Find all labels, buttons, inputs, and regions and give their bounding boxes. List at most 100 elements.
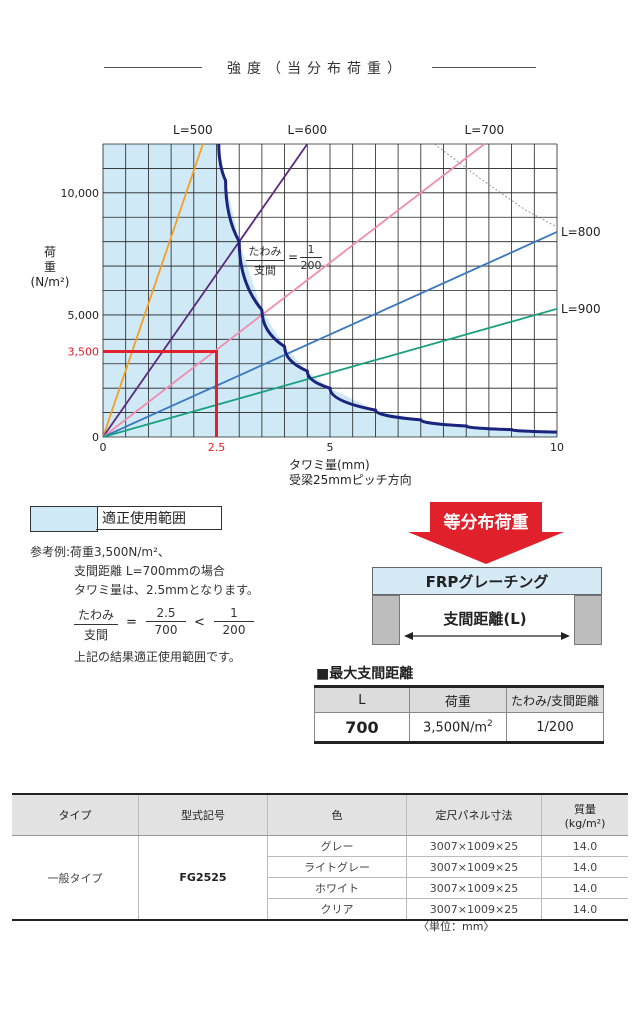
span-double-arrow-icon <box>404 632 570 640</box>
y-tick-label: 3,500 <box>68 346 100 359</box>
curve-annotation-den: 支間 <box>254 264 276 277</box>
spec-color-1: ライトグレー <box>267 856 407 878</box>
spec-header-size: 定尺パネル寸法 <box>406 793 542 836</box>
ref-frac1-num: たわみ <box>74 606 118 625</box>
spec-type-cell: 一般タイプ <box>12 835 139 921</box>
load-arrow-icon: 等分布荷重 <box>408 502 564 564</box>
max-span-ratio-value: 1/200 <box>506 712 604 744</box>
load-label: 等分布荷重 <box>444 512 529 533</box>
spec-weight-0: 14.0 <box>541 835 628 857</box>
ref-fraction-2: 2.5 700 <box>146 606 186 637</box>
ref-fraction-3: 1 200 <box>214 606 254 637</box>
grating-bar: FRPグレーチング <box>372 567 602 595</box>
ref-frac2-num: 2.5 <box>146 606 186 622</box>
series-line-l-900 <box>102 307 558 438</box>
ref-frac1-den: 支間 <box>83 628 108 642</box>
max-span-header-l: L <box>314 685 410 713</box>
ref-fraction-1: たわみ 支間 <box>74 606 118 643</box>
x-tick-label: 2.5 <box>208 441 226 454</box>
max-span-l-value: 700 <box>314 712 410 744</box>
limit-curve <box>217 143 558 434</box>
spec-color-0: グレー <box>267 835 407 857</box>
support-right <box>574 595 602 645</box>
spec-size-1: 3007×1009×25 <box>406 856 542 878</box>
series-line-l-600 <box>102 143 309 438</box>
max-span-table: L 荷重 たわみ/支間距離 700 3,500N/m2 1/200 <box>314 685 604 744</box>
example-highlight <box>103 350 218 437</box>
spec-size-0: 3007×1009×25 <box>406 835 542 857</box>
deflection-chart: L=500 L=600 L=700 L=800 L=900 0 3,500 5,000 10,0… <box>31 123 601 487</box>
reference-line-2: 支間距離 L=700mmの場合 <box>74 564 225 578</box>
curve-annotation-eq: = <box>288 250 299 264</box>
max-span-header-row: L 荷重 たわみ/支間距離 <box>314 685 604 713</box>
x-axis-label: タワミ量(mm) <box>289 458 370 472</box>
ref-frac3-den: 200 <box>222 623 246 637</box>
spec-size-2: 3007×1009×25 <box>406 877 542 899</box>
y-axis-label: 荷 <box>44 245 56 259</box>
spec-row-3: クリア 3007×1009×25 14.0 <box>12 898 628 921</box>
y-axis-label: 重 <box>44 260 56 274</box>
legend-label: 適正使用範囲 <box>96 506 222 530</box>
max-span-load-cell: 3,500N/m2 <box>408 712 508 744</box>
spec-color-3: クリア <box>267 898 407 921</box>
spec-model-cell: FG2525 <box>138 835 268 921</box>
x-tick-label: 5 <box>327 441 334 454</box>
spec-table: タイプ 型式記号 色 定尺パネル寸法 質量 (kg/m²) 一般タイプ FG252… <box>12 793 628 921</box>
ref-equals: = <box>126 615 137 630</box>
section-title: 強度（当分布荷重） <box>227 61 407 77</box>
spec-weight-1: 14.0 <box>541 856 628 878</box>
reference-line-3: タワミ量は、2.5mmとなります。 <box>74 583 259 597</box>
series-line-l-500 <box>102 143 204 438</box>
y-axis-label: (N/m²) <box>31 275 70 289</box>
spec-color-2: ホワイト <box>267 877 407 899</box>
tail-dotted-curve <box>434 143 558 228</box>
max-span-load-value: 3,500N/m <box>423 720 488 736</box>
spec-header-weight-unit: (kg/m²) <box>564 816 606 830</box>
spec-row-1: ライトグレー 3007×1009×25 14.0 <box>12 856 628 878</box>
series-label-l-500: L=500 <box>173 123 213 137</box>
curve-annotation-num: たわみ <box>246 243 284 261</box>
support-left <box>372 595 400 645</box>
spec-header-type: タイプ <box>12 793 139 836</box>
curve-annotation-fraction-right: 1 200 <box>300 243 322 272</box>
y-tick-label: 10,000 <box>61 187 100 200</box>
max-span-row: 700 3,500N/m2 1/200 <box>314 712 604 744</box>
series-label-l-700: L=700 <box>465 123 505 137</box>
spec-weight-3: 14.0 <box>541 898 628 921</box>
spec-header-model: 型式記号 <box>138 793 268 836</box>
spec-header-weight: 質量 (kg/m²) <box>541 793 628 836</box>
spec-weight-2: 14.0 <box>541 877 628 899</box>
reference-line-1: 参考例:荷重3,500N/m²、 <box>30 545 170 559</box>
max-span-title: ■最大支間距離 <box>316 666 414 682</box>
title-rule-left <box>104 67 202 68</box>
ref-less-than: < <box>194 615 205 630</box>
series-label-l-600: L=600 <box>287 123 327 137</box>
curve-annotation-num2: 1 <box>300 243 322 258</box>
title-rule-right <box>432 67 536 68</box>
x-tick-label: 10 <box>550 441 564 454</box>
spec-header-row: タイプ 型式記号 色 定尺パネル寸法 質量 (kg/m²) <box>12 793 628 836</box>
max-span-header-ratio: たわみ/支間距離 <box>506 685 604 713</box>
chart-curves <box>217 143 558 434</box>
chart-series <box>102 143 558 438</box>
y-tick-label: 5,000 <box>68 309 100 322</box>
span-label: 支間距離(L) <box>443 610 527 628</box>
chart-grid <box>102 143 558 438</box>
chart-labels: L=500 L=600 L=700 L=800 L=900 0 3,500 5,000 10,0… <box>31 123 601 487</box>
x-tick-label: 0 <box>100 441 107 454</box>
series-line-l-800 <box>102 231 558 438</box>
curve-annotation-fraction-left: たわみ 支間 <box>246 243 284 278</box>
spec-header-color: 色 <box>267 793 407 836</box>
x-axis-label: 受梁25mmピッチ方向 <box>289 472 412 487</box>
ref-frac3-num: 1 <box>214 606 254 622</box>
series-label-l-800: L=800 <box>561 225 601 239</box>
spec-size-3: 3007×1009×25 <box>406 898 542 921</box>
example-highlight-line <box>103 350 218 437</box>
unit-note: 〈単位：mm〉 <box>418 920 495 933</box>
max-span-header-load: 荷重 <box>408 685 508 713</box>
spec-row-2: ホワイト 3007×1009×25 14.0 <box>12 877 628 899</box>
spec-row-0: 一般タイプ FG2525 グレー 3007×1009×25 14.0 <box>12 835 628 921</box>
reference-line-4: 上記の結果適正使用範囲です。 <box>74 650 241 664</box>
curve-annotation-den2: 200 <box>300 259 322 272</box>
spec-header-weight-label: 質量 <box>574 802 596 816</box>
